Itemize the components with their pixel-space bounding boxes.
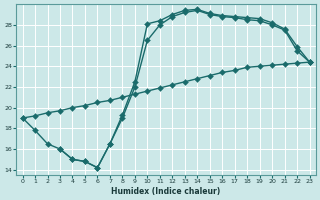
X-axis label: Humidex (Indice chaleur): Humidex (Indice chaleur) — [111, 187, 221, 196]
